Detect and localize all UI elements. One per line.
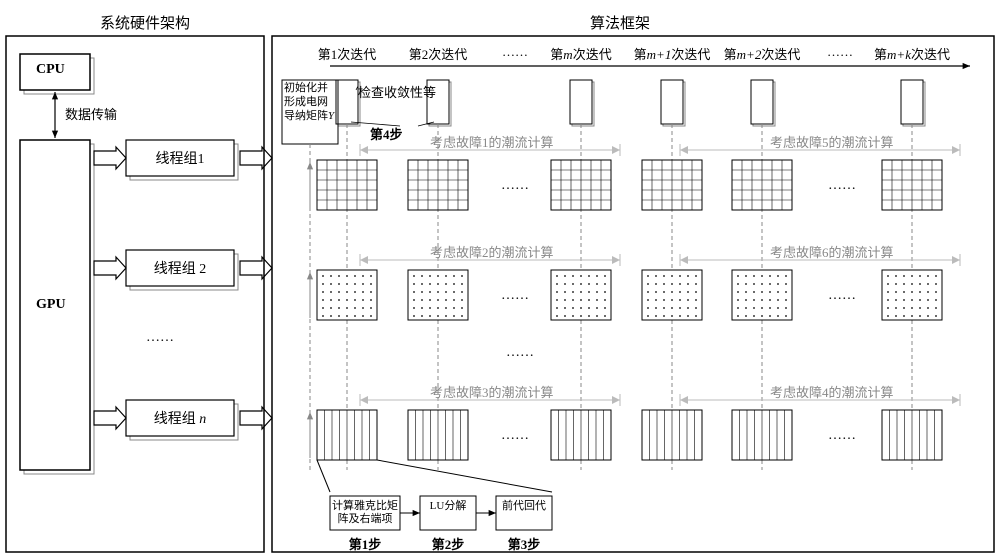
algo-framework-label: 算法框架 [590, 12, 650, 33]
sys-hw-label: 系统硬件架构 [100, 12, 190, 33]
